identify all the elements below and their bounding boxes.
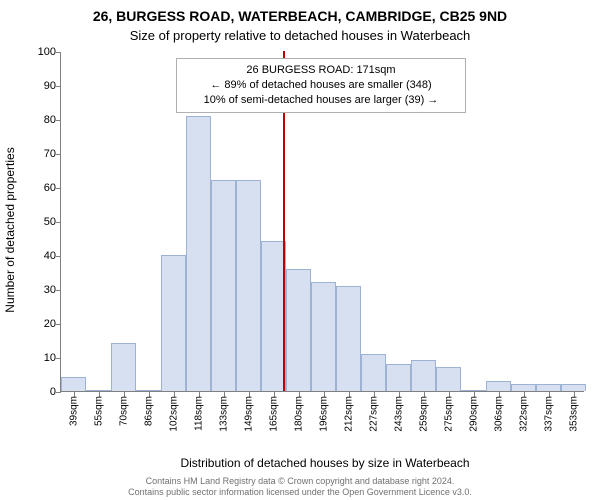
x-axis-label: Distribution of detached houses by size …	[60, 456, 590, 470]
chart-container: 26, BURGESS ROAD, WATERBEACH, CAMBRIDGE,…	[0, 0, 600, 500]
x-tick-label: 306sqm	[493, 396, 504, 432]
histogram-bar	[511, 384, 536, 391]
y-tick-mark	[56, 358, 61, 359]
y-tick-label: 60	[26, 182, 56, 194]
chart-subtitle: Size of property relative to detached ho…	[0, 28, 600, 43]
y-tick-mark	[56, 188, 61, 189]
footer-line-2: Contains public sector information licen…	[0, 487, 600, 498]
y-tick-mark	[56, 290, 61, 291]
y-tick-mark	[56, 86, 61, 87]
y-tick-label: 70	[26, 148, 56, 160]
histogram-bar	[411, 360, 436, 391]
y-tick-label: 100	[26, 46, 56, 58]
x-tick-label: 86sqm	[143, 396, 154, 426]
x-tick-label: 322sqm	[518, 396, 529, 432]
histogram-bar	[461, 390, 486, 391]
x-tick-label: 275sqm	[443, 396, 454, 432]
y-tick-label: 10	[26, 352, 56, 364]
x-tick-label: 227sqm	[368, 396, 379, 432]
y-tick-mark	[56, 256, 61, 257]
y-tick-label: 0	[26, 386, 56, 398]
x-tick-label: 290sqm	[468, 396, 479, 432]
x-tick-label: 165sqm	[268, 396, 279, 432]
histogram-bar	[386, 364, 411, 391]
histogram-bar	[236, 180, 261, 391]
x-tick-label: 212sqm	[343, 396, 354, 432]
histogram-bar	[286, 269, 311, 391]
annotation-line-2: ← 89% of detached houses are smaller (34…	[185, 78, 457, 93]
x-tick-label: 55sqm	[93, 396, 104, 426]
x-tick-label: 133sqm	[218, 396, 229, 432]
y-tick-label: 40	[26, 250, 56, 262]
annotation-line-1: 26 BURGESS ROAD: 171sqm	[185, 63, 457, 78]
histogram-bar	[211, 180, 236, 391]
histogram-bar	[436, 367, 461, 391]
x-tick-label: 259sqm	[418, 396, 429, 432]
page-title: 26, BURGESS ROAD, WATERBEACH, CAMBRIDGE,…	[0, 8, 600, 24]
x-tick-label: 353sqm	[568, 396, 579, 432]
y-tick-mark	[56, 222, 61, 223]
histogram-bar	[561, 384, 586, 391]
y-axis-label: Number of detached properties	[3, 147, 17, 312]
histogram-bar	[486, 381, 511, 391]
histogram-bar	[86, 390, 111, 391]
x-tick-label: 39sqm	[68, 396, 79, 426]
x-tick-label: 149sqm	[243, 396, 254, 432]
y-tick-label: 80	[26, 114, 56, 126]
x-tick-label: 118sqm	[193, 396, 204, 431]
y-tick-mark	[56, 120, 61, 121]
y-tick-mark	[56, 52, 61, 53]
histogram-bar	[311, 282, 336, 391]
y-tick-mark	[56, 154, 61, 155]
y-tick-label: 50	[26, 216, 56, 228]
histogram-bar	[336, 286, 361, 391]
annotation-line-3: 10% of semi-detached houses are larger (…	[185, 93, 457, 108]
annotation-box: 26 BURGESS ROAD: 171sqm ← 89% of detache…	[176, 58, 466, 113]
y-tick-label: 90	[26, 80, 56, 92]
y-tick-label: 30	[26, 284, 56, 296]
footer-attribution: Contains HM Land Registry data © Crown c…	[0, 476, 600, 498]
x-tick-label: 102sqm	[168, 396, 179, 432]
plot-area: 26 BURGESS ROAD: 171sqm ← 89% of detache…	[60, 52, 584, 392]
histogram-bar	[111, 343, 136, 391]
footer-line-1: Contains HM Land Registry data © Crown c…	[0, 476, 600, 487]
histogram-bar	[536, 384, 561, 391]
y-tick-mark	[56, 324, 61, 325]
y-tick-label: 20	[26, 318, 56, 330]
histogram-bar	[361, 354, 386, 391]
histogram-bar	[161, 255, 186, 391]
x-tick-label: 196sqm	[318, 396, 329, 432]
y-tick-mark	[56, 392, 61, 393]
histogram-bar	[136, 390, 161, 391]
histogram-bar	[61, 377, 86, 391]
x-tick-label: 337sqm	[543, 396, 554, 432]
x-tick-label: 70sqm	[118, 396, 129, 426]
histogram-bar	[186, 116, 211, 391]
x-tick-label: 243sqm	[393, 396, 404, 432]
x-tick-label: 180sqm	[293, 396, 304, 432]
